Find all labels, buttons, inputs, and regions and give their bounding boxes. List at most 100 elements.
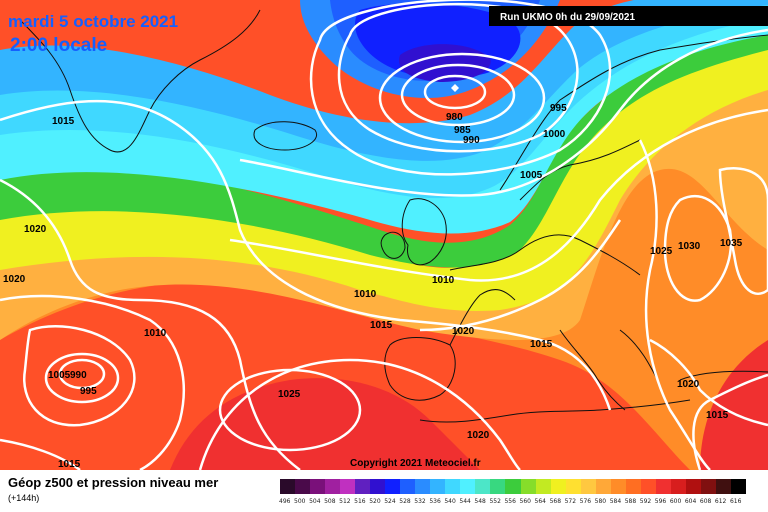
isobar-label: 1000 (543, 129, 566, 140)
isobar-label: 1015 (58, 459, 81, 470)
isobar-1020-south (198, 358, 521, 470)
geopotential-pressure-map: 1015 980 985 990 995 1000 1005 1020 1020… (0, 0, 768, 470)
band-red-east (700, 340, 768, 470)
scandinavia-coast (499, 34, 768, 191)
color-scale-swatch (730, 479, 747, 494)
isobar-1005-low (23, 325, 136, 427)
ireland (380, 231, 406, 259)
isobar-label: 1035 (720, 238, 743, 249)
isobar-1000 (309, 0, 612, 176)
isobar-label: 1020 (24, 224, 47, 235)
isobar-label: 1025 (278, 389, 301, 400)
chart-title: Géop z500 et pression niveau mer (8, 475, 219, 490)
color-scale-swatch (280, 479, 296, 494)
color-scale-swatch (310, 479, 326, 494)
isobar-label: 1020 (467, 430, 490, 441)
forecast-range: (+144h) (8, 493, 40, 503)
color-scale-label: 512 (339, 498, 351, 505)
color-scale-swatch (415, 479, 431, 494)
color-scale-label: 540 (444, 498, 456, 505)
scandinavia-inner (519, 139, 641, 201)
color-scale-label: 584 (609, 498, 622, 505)
color-scale-label: 568 (549, 498, 562, 505)
isobar-label: 985 (454, 125, 471, 136)
color-scale-swatch (565, 479, 582, 494)
color-scale-label: 560 (519, 498, 531, 505)
color-scale-swatch (625, 479, 642, 494)
isobar-label: 1020 (3, 274, 26, 285)
isobar-label: 1010 (432, 275, 455, 286)
isobar-label: 995 (550, 103, 567, 114)
iceland-coast (253, 121, 318, 151)
isobar-1035-east (718, 167, 768, 295)
isobar-label: 1020 (452, 326, 475, 337)
color-scale-swatch (445, 479, 461, 494)
isobars (0, 0, 768, 470)
copyright: Copyright 2021 Meteociel.fr (350, 458, 481, 469)
isobar-1015-north (0, 99, 612, 411)
isobar-label: 1015 (370, 320, 393, 331)
isobar-label: 1010 (144, 328, 167, 339)
color-scale-label: 572 (564, 498, 577, 505)
color-scale-label: 588 (624, 498, 637, 505)
color-scale-swatch (550, 479, 567, 494)
color-scale-swatch (400, 479, 416, 494)
band-lightblue (0, 0, 768, 161)
isobar-label: 1025 (650, 246, 673, 257)
isobar-1025-east (638, 139, 711, 470)
run-info-box (489, 6, 768, 26)
color-scale-label: 556 (504, 498, 516, 505)
isobar-label: 990 (463, 135, 480, 146)
color-scale-label: 580 (594, 498, 607, 505)
europe-coast (449, 234, 641, 276)
color-scale-swatch (655, 479, 672, 494)
band-teal (0, 15, 768, 234)
color-scale-label: 612 (714, 498, 727, 505)
isobar-1020-far-east (649, 338, 768, 427)
color-scale-label: 504 (309, 498, 321, 505)
color-scale-label: 616 (729, 498, 742, 505)
forecast-date: mardi 5 octobre 2021 (8, 12, 178, 31)
color-scale-swatch (385, 479, 401, 494)
isobar-label: 990 (70, 370, 87, 381)
color-scale-swatch (580, 479, 597, 494)
color-scale-label: 604 (684, 498, 697, 505)
color-scale-label: 532 (414, 498, 426, 505)
isobar-1020-central (419, 219, 622, 332)
low-center-marker (451, 84, 459, 92)
color-scale-label: 552 (489, 498, 501, 505)
isobar-995-low (44, 352, 120, 404)
isobar-label: 1005 (48, 370, 71, 381)
color-scale-label: 496 (279, 498, 291, 505)
color-scale-swatch (340, 479, 356, 494)
color-scale-label: 596 (654, 498, 667, 505)
color-scale-swatch (325, 479, 341, 494)
color-scale-label: 524 (384, 498, 396, 505)
color-scale-label: 544 (459, 498, 471, 505)
color-scale-swatch (370, 479, 386, 494)
color-scale-label: 608 (699, 498, 712, 505)
north-africa (419, 399, 691, 423)
color-scale-label: 528 (399, 498, 411, 505)
color-scale: 496 500 504 508 512 516 520 524 528 532 536 540 544 5… (279, 479, 758, 509)
color-scale-swatch (430, 479, 446, 494)
legend-bar: Géop z500 et pression niveau mer (+144h)… (0, 470, 768, 512)
color-scale-swatch (595, 479, 612, 494)
color-scale-swatch (475, 479, 491, 494)
isobar-label: 1015 (52, 116, 75, 127)
color-scale-swatch (295, 479, 311, 494)
band-yellow (0, 45, 768, 311)
band-green (0, 30, 768, 268)
turkey-coast (679, 370, 768, 381)
isobar-label: 1015 (706, 410, 729, 421)
isobar-label: 1015 (530, 339, 553, 350)
color-scale-swatch (490, 479, 506, 494)
isobar-1010 (229, 108, 768, 282)
color-scale-swatch (685, 479, 702, 494)
color-scale-swatch (715, 479, 732, 494)
color-scale-label: 600 (669, 498, 682, 505)
isobar-label: 1020 (677, 379, 700, 390)
isobar-995 (337, 2, 579, 153)
isobar-1010-west (0, 294, 185, 470)
